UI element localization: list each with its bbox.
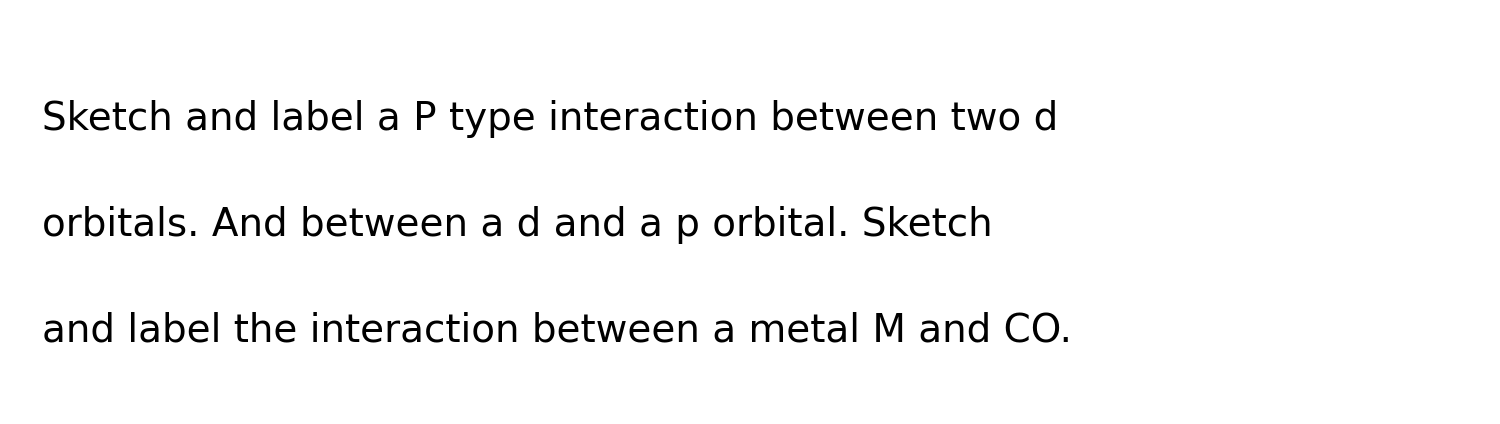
Text: and label the interaction between a metal M and CO.: and label the interaction between a meta…: [42, 312, 1072, 350]
Text: Sketch and label a P type interaction between two d: Sketch and label a P type interaction be…: [42, 100, 1059, 138]
Text: orbitals. And between a d and a p orbital. Sketch: orbitals. And between a d and a p orbita…: [42, 206, 993, 244]
